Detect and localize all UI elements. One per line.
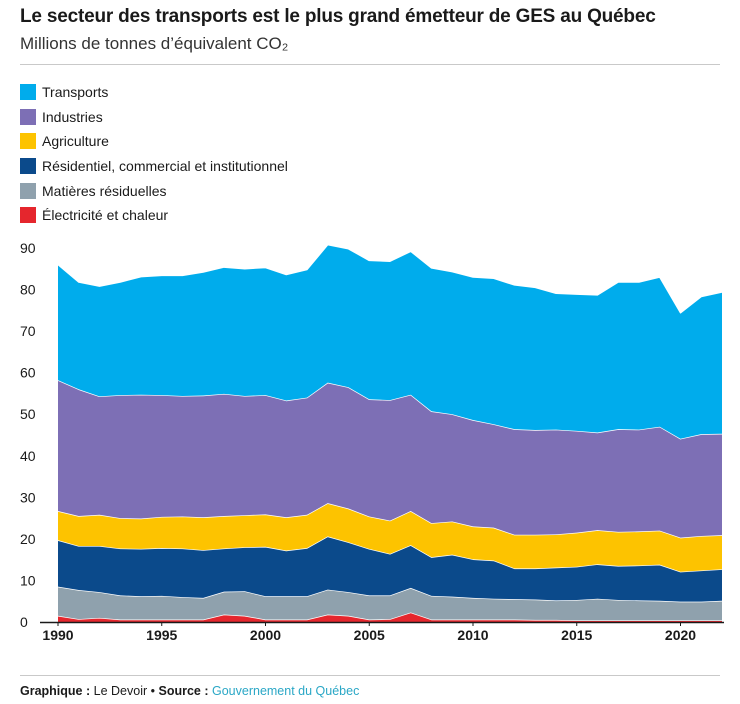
footer-divider	[20, 675, 720, 676]
legend-swatch-transports	[20, 84, 36, 101]
area-matieres	[58, 586, 722, 621]
y-tick-label: 60	[20, 365, 36, 381]
area-residentiel	[58, 536, 722, 602]
footer-source-link[interactable]: Gouvernement du Québec	[212, 684, 360, 698]
area-layers	[57, 243, 723, 622]
y-tick-label: 20	[20, 531, 36, 547]
legend-swatch-industries	[20, 108, 36, 125]
legend-label-transports: Transports	[42, 84, 109, 101]
area-edge-matieres	[57, 585, 723, 603]
chart-legend: Transports Industries Agriculture Réside…	[20, 80, 288, 228]
x-tick-label: 2000	[250, 627, 281, 642]
legend-label-agriculture: Agriculture	[42, 133, 109, 150]
legend-label-electricite: Électricité et chaleur	[42, 207, 169, 224]
stacked-area-chart: 0 10 20 30 40 50 60 70 80 90 1990 1995 2000 2005 2010 2…	[20, 240, 724, 642]
x-tick-label: 2015	[561, 627, 592, 642]
legend-label-matieres: Matières résiduelles	[42, 182, 167, 199]
legend-swatch-matieres	[20, 182, 36, 199]
y-tick-label: 10	[20, 572, 36, 588]
y-tick-label: 80	[20, 282, 36, 298]
footer-graphic-value: Le Devoir	[93, 684, 148, 698]
x-tick-label: 2010	[457, 627, 488, 642]
legend-item-industries: Industries	[20, 105, 288, 130]
area-agriculture	[58, 503, 722, 572]
y-tick-label: 0	[20, 614, 28, 630]
y-tick-label: 50	[20, 406, 36, 422]
legend-swatch-electricite	[20, 207, 36, 224]
y-tick-label: 90	[20, 240, 36, 256]
legend-item-matieres: Matières résiduelles	[20, 178, 288, 203]
area-industries	[58, 380, 722, 538]
header-divider	[20, 64, 720, 65]
legend-item-electricite: Électricité et chaleur	[20, 203, 288, 228]
legend-label-industries: Industries	[42, 108, 103, 125]
legend-item-transports: Transports	[20, 80, 288, 105]
area-edge-transports	[57, 243, 723, 314]
legend-item-agriculture: Agriculture	[20, 129, 288, 154]
legend-swatch-residentiel	[20, 158, 36, 175]
footer-source-label: Source :	[158, 684, 209, 698]
footer-credit: Graphique : Le Devoir • Source : Gouvern…	[20, 684, 359, 698]
legend-label-residentiel: Résidentiel, commercial et institutionne…	[42, 158, 288, 175]
x-tick-label: 2005	[354, 627, 385, 642]
y-tick-label: 30	[20, 489, 36, 505]
chart-title: Le secteur des transports est le plus gr…	[20, 6, 656, 27]
chart-subtitle: Millions de tonnes d’équivalent CO₂	[20, 34, 289, 53]
footer-graphic-label: Graphique :	[20, 684, 91, 698]
footer-separator: •	[150, 684, 156, 698]
x-tick-label: 2020	[665, 627, 696, 642]
y-tick-label: 70	[20, 323, 36, 339]
legend-item-residentiel: Résidentiel, commercial et institutionne…	[20, 154, 288, 179]
x-tick-label: 1990	[42, 627, 73, 642]
y-tick-label: 40	[20, 448, 36, 464]
x-tick-label: 1995	[146, 627, 177, 642]
area-transports	[58, 244, 722, 439]
legend-swatch-agriculture	[20, 133, 36, 150]
